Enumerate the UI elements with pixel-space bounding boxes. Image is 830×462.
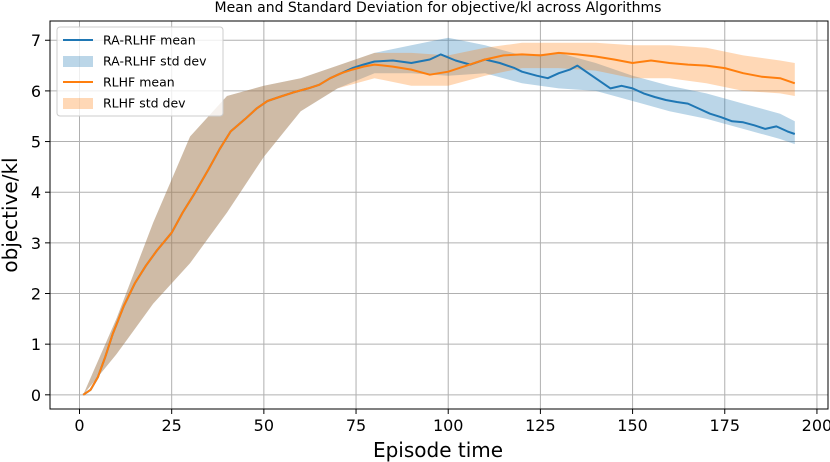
legend-label: RLHF std dev [103, 96, 186, 111]
x-tick-label: 175 [709, 416, 740, 435]
legend-label: RA-RLHF std dev [103, 54, 207, 69]
y-axis-label: objective/kl [0, 157, 22, 272]
plot-frame [49, 20, 829, 410]
legend-label: RLHF mean [103, 75, 175, 90]
y-tick-label: 3 [31, 234, 41, 253]
y-tick-label: 2 [31, 285, 41, 304]
ra-rlhf-std-dev-band [83, 37, 795, 395]
y-tick-label: 7 [31, 31, 41, 50]
y-tick-label: 4 [31, 183, 41, 202]
x-tick-label: 0 [74, 416, 84, 435]
axis-ticks: 0 25 50 75 100 125 150 175 200 0 1 2 3 4 5 6 7 [31, 31, 830, 435]
y-tick-label: 0 [31, 386, 41, 405]
rlhf-std-dev-band [83, 42, 795, 395]
legend: RA-RLHF mean RA-RLHF std dev RLHF mean RLHF… [56, 26, 224, 117]
legend-label: RA-RLHF mean [103, 33, 196, 48]
x-tick-label: 25 [161, 416, 181, 435]
rlhf-mean-line [82, 51, 796, 396]
y-tick-label: 1 [31, 335, 41, 354]
chart-title: Mean and Standard Deviation for objectiv… [215, 0, 662, 16]
x-axis-label: Episode time [373, 438, 503, 462]
x-tick-label: 50 [254, 416, 274, 435]
mean-lines [82, 51, 796, 396]
y-tick-label: 6 [31, 82, 41, 101]
x-tick-label: 125 [525, 416, 556, 435]
grid [50, 21, 828, 409]
x-tick-label: 150 [617, 416, 648, 435]
legend-swatch [63, 98, 93, 109]
x-tick-label: 75 [346, 416, 366, 435]
x-tick-label: 200 [802, 416, 830, 435]
legend-box [56, 26, 224, 117]
legend-swatch [63, 56, 93, 67]
x-tick-label: 100 [433, 416, 464, 435]
std-dev-bands [83, 37, 795, 395]
y-tick-label: 5 [31, 133, 41, 152]
